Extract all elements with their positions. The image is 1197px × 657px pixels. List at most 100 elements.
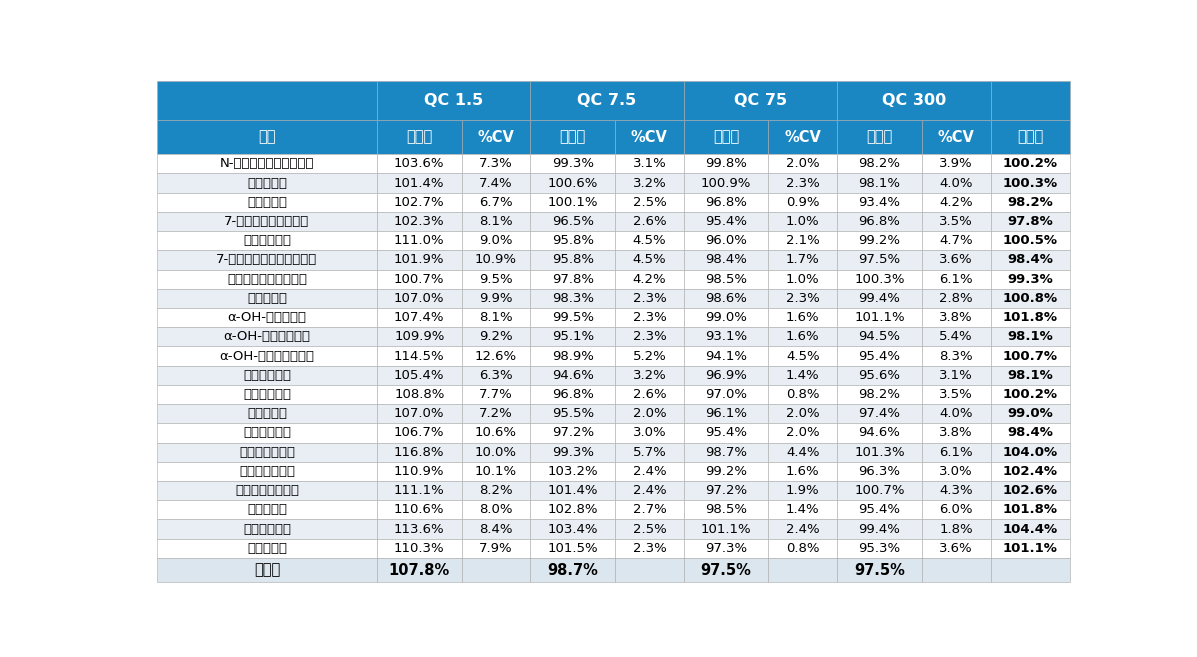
Bar: [683, 404, 768, 423]
Bar: [990, 404, 1070, 423]
Bar: [683, 481, 768, 500]
Bar: [157, 404, 377, 423]
Bar: [530, 385, 615, 404]
Text: 95.8%: 95.8%: [552, 254, 594, 267]
Bar: [157, 423, 377, 443]
Bar: [377, 120, 462, 154]
Bar: [990, 500, 1070, 520]
Bar: [837, 81, 990, 120]
Text: 108.8%: 108.8%: [394, 388, 444, 401]
Bar: [837, 346, 922, 366]
Bar: [837, 250, 922, 269]
Bar: [462, 289, 530, 308]
Text: 5.4%: 5.4%: [940, 330, 973, 344]
Text: 102.4%: 102.4%: [1003, 465, 1058, 478]
Text: 105.4%: 105.4%: [394, 369, 444, 382]
Text: 101.1%: 101.1%: [700, 522, 752, 535]
Text: 95.4%: 95.4%: [705, 215, 747, 228]
Text: 99.8%: 99.8%: [705, 157, 747, 170]
Text: 101.8%: 101.8%: [1003, 311, 1058, 324]
Bar: [922, 289, 990, 308]
Text: 9.9%: 9.9%: [479, 292, 512, 305]
Text: ジアゼパム: ジアゼパム: [247, 542, 287, 555]
Text: 95.4%: 95.4%: [858, 503, 900, 516]
Text: 平均値: 平均値: [254, 562, 280, 578]
Bar: [768, 250, 837, 269]
Bar: [530, 173, 615, 193]
Bar: [462, 481, 530, 500]
Bar: [922, 308, 990, 327]
Bar: [768, 212, 837, 231]
Bar: [530, 558, 615, 582]
Bar: [462, 423, 530, 443]
Bar: [530, 404, 615, 423]
Bar: [462, 404, 530, 423]
Bar: [768, 269, 837, 289]
Bar: [530, 443, 615, 462]
Text: QC 300: QC 300: [882, 93, 946, 108]
Text: 8.1%: 8.1%: [479, 311, 512, 324]
Text: 3.6%: 3.6%: [940, 542, 973, 555]
Bar: [462, 269, 530, 289]
Bar: [768, 154, 837, 173]
Text: 10.0%: 10.0%: [475, 445, 517, 459]
Bar: [990, 120, 1070, 154]
Text: 2.0%: 2.0%: [632, 407, 667, 420]
Bar: [377, 462, 462, 481]
Bar: [462, 520, 530, 539]
Bar: [990, 462, 1070, 481]
Text: 102.6%: 102.6%: [1003, 484, 1058, 497]
Bar: [377, 212, 462, 231]
Text: %CV: %CV: [631, 129, 668, 145]
Text: ゾピクロン: ゾピクロン: [247, 177, 287, 190]
Text: 4.3%: 4.3%: [940, 484, 973, 497]
Text: 2.0%: 2.0%: [786, 426, 820, 440]
Text: 2.5%: 2.5%: [632, 522, 667, 535]
Bar: [615, 308, 683, 327]
Bar: [377, 500, 462, 520]
Bar: [530, 269, 615, 289]
Bar: [530, 193, 615, 212]
Text: 95.8%: 95.8%: [552, 235, 594, 247]
Bar: [157, 212, 377, 231]
Bar: [157, 120, 377, 154]
Bar: [837, 558, 922, 582]
Text: 101.1%: 101.1%: [1003, 542, 1058, 555]
Bar: [462, 500, 530, 520]
Bar: [377, 385, 462, 404]
Text: ノルジアゼパム: ノルジアゼパム: [239, 465, 294, 478]
Bar: [683, 120, 768, 154]
Bar: [530, 250, 615, 269]
Bar: [768, 385, 837, 404]
Text: 1.6%: 1.6%: [786, 465, 820, 478]
Text: 102.3%: 102.3%: [394, 215, 444, 228]
Text: 1.0%: 1.0%: [786, 273, 820, 286]
Text: N-デスメチルゾピクロン: N-デスメチルゾピクロン: [220, 157, 315, 170]
Text: 101.5%: 101.5%: [547, 542, 598, 555]
Text: 2.4%: 2.4%: [632, 484, 667, 497]
Bar: [377, 289, 462, 308]
Text: 1.9%: 1.9%: [786, 484, 820, 497]
Bar: [530, 327, 615, 346]
Bar: [683, 250, 768, 269]
Bar: [615, 481, 683, 500]
Text: 2.0%: 2.0%: [786, 157, 820, 170]
Text: 94.5%: 94.5%: [858, 330, 900, 344]
Bar: [530, 366, 615, 385]
Bar: [615, 173, 683, 193]
Text: 名前: 名前: [259, 129, 275, 145]
Bar: [922, 212, 990, 231]
Bar: [157, 81, 377, 120]
Bar: [462, 231, 530, 250]
Bar: [377, 250, 462, 269]
Text: 104.0%: 104.0%: [1003, 445, 1058, 459]
Text: 12.6%: 12.6%: [475, 350, 517, 363]
Text: トリアゾラム: トリアゾラム: [243, 522, 291, 535]
Text: 99.3%: 99.3%: [552, 157, 594, 170]
Bar: [768, 423, 837, 443]
Text: 98.1%: 98.1%: [1008, 330, 1053, 344]
Text: 107.4%: 107.4%: [394, 311, 444, 324]
Text: 6.7%: 6.7%: [479, 196, 512, 209]
Bar: [157, 231, 377, 250]
Text: 98.5%: 98.5%: [705, 503, 747, 516]
